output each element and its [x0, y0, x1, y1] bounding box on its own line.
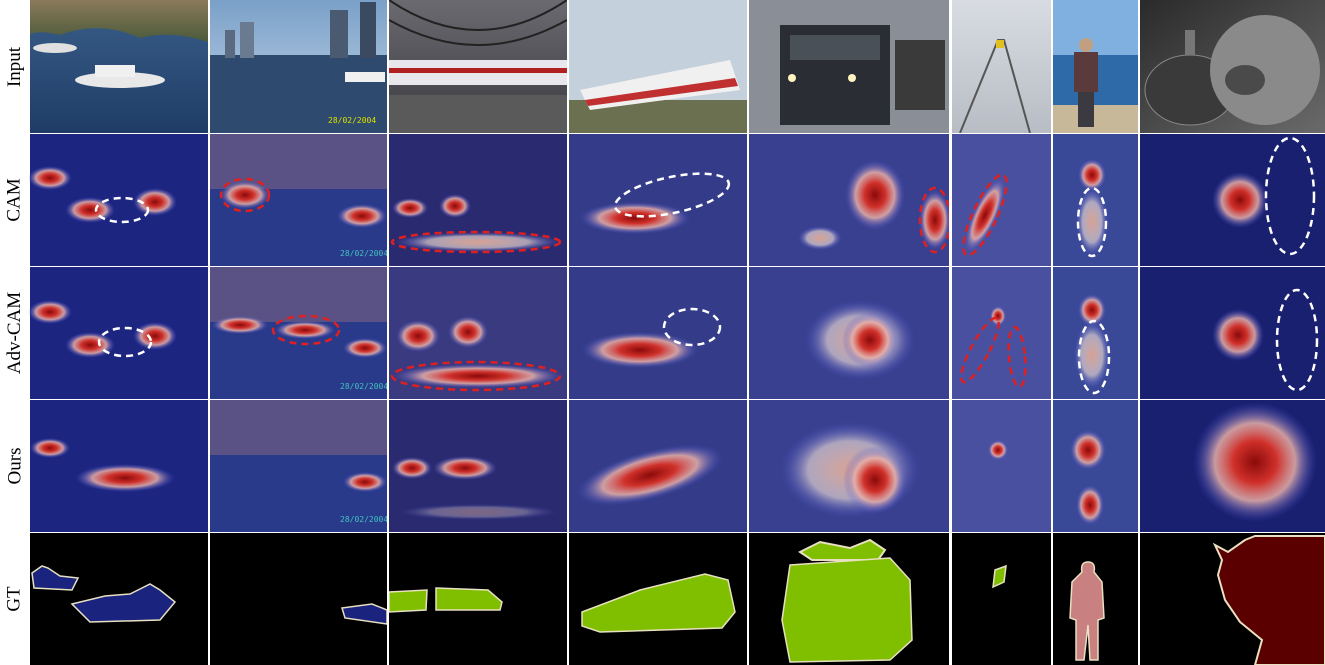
date-stamp-adv-cam: 28/02/2004: [340, 382, 388, 391]
input-image-cat-dark: [1140, 0, 1325, 133]
grid-separators: [30, 0, 1325, 665]
input-image-passenger-train: [569, 0, 747, 133]
cam-row: 28/02/2004: [28, 134, 1325, 266]
input-image-train-station: [388, 0, 568, 133]
adv-cam-yachts: [30, 267, 208, 399]
cam-yachts: [30, 134, 208, 266]
adv-cam-snow-rails: [952, 267, 1051, 399]
input-image-snow-rails: [952, 0, 1051, 134]
ours-row: 28/02/2004: [30, 400, 1325, 532]
date-stamp-ours: 28/02/2004: [340, 515, 388, 524]
ours-snow-rails: [952, 400, 1051, 532]
input-row: 28/02/2004: [30, 0, 1325, 134]
adv-cam-row: 28/02/2004: [28, 267, 1325, 399]
date-stamp-cam: 28/02/2004: [340, 249, 388, 258]
input-image-yachts: [30, 0, 208, 133]
input-image-locomotive: [749, 0, 949, 133]
date-stamp-input: 28/02/2004: [328, 116, 376, 125]
input-image-city-river: 28/02/2004: [210, 0, 387, 133]
gt-row: [30, 533, 1325, 665]
gt-city-river: [210, 533, 387, 665]
gt-snow-rails: [952, 533, 1051, 665]
input-image-person-beach: [1053, 0, 1138, 133]
cam-passenger-train: [569, 134, 747, 266]
